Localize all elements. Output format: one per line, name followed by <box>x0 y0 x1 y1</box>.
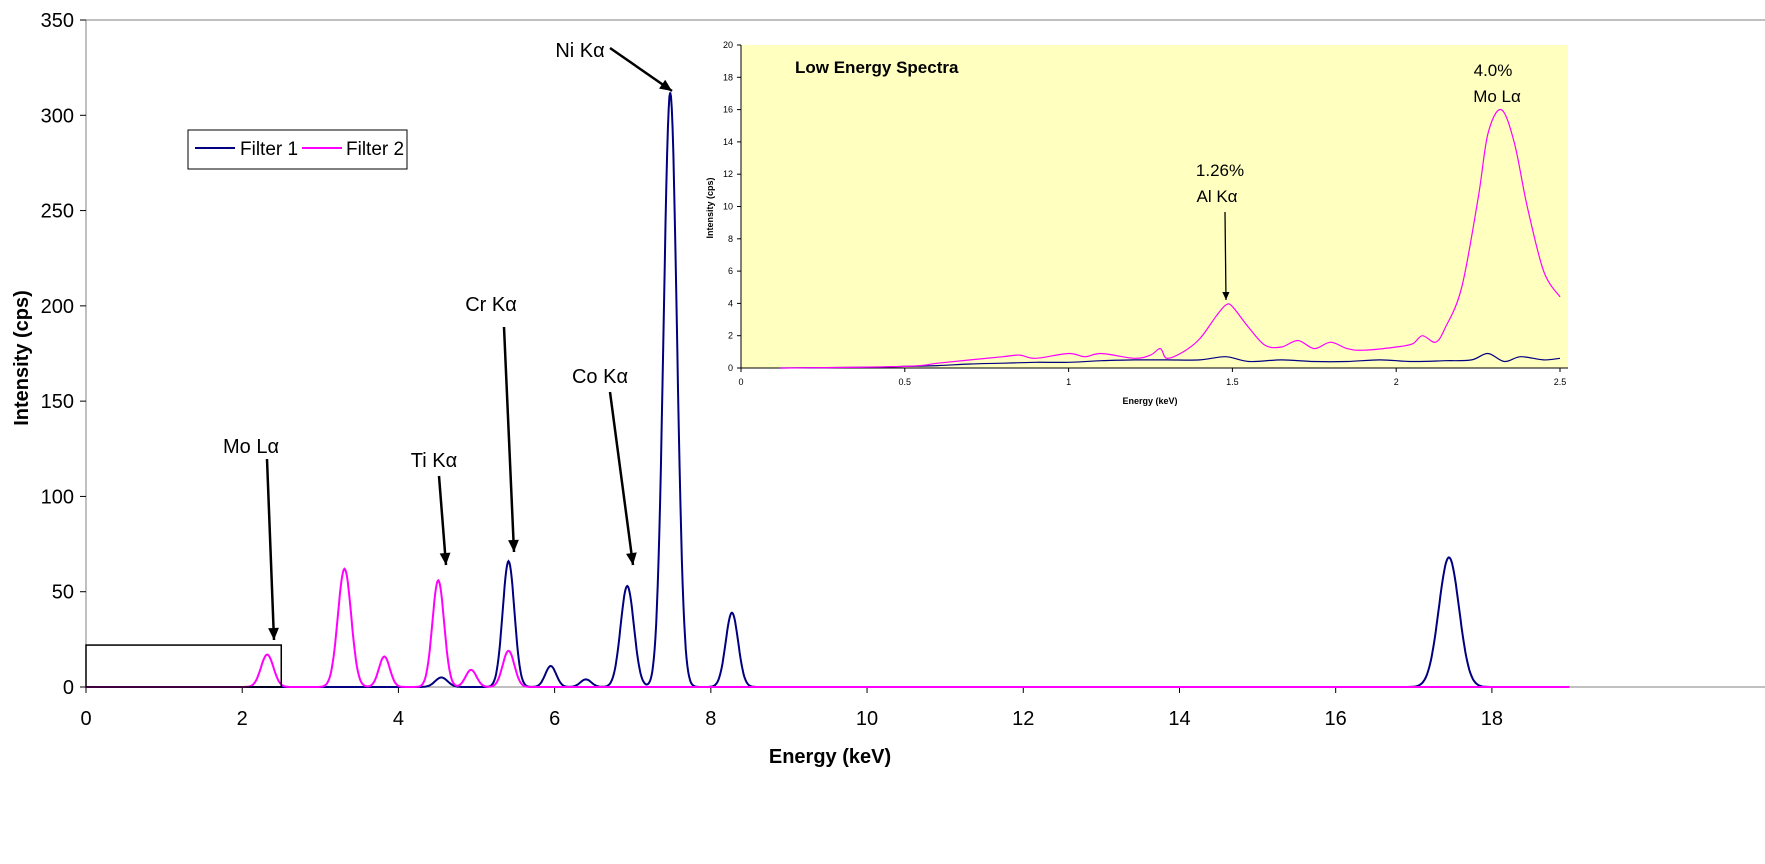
inset-background <box>741 45 1568 368</box>
inset-x-tick-label: 0.5 <box>899 377 912 387</box>
inset-y-tick-label: 14 <box>723 137 733 147</box>
inset-x-tick-label: 2 <box>1394 377 1399 387</box>
inset-title: Low Energy Spectra <box>795 58 959 77</box>
y-tick-label: 350 <box>41 10 74 32</box>
inset-x-tick-label: 1.5 <box>1226 377 1239 387</box>
annotation-arrow-head <box>508 539 519 552</box>
x-tick-label: 14 <box>1168 708 1190 730</box>
annotation-arrow-head <box>659 79 672 91</box>
y-tick-label: 300 <box>41 105 74 127</box>
inset-y-tick-label: 18 <box>723 72 733 82</box>
inset-series-2-line <box>780 108 1561 369</box>
main-series-2-line <box>86 567 1570 688</box>
y-tick-label: 50 <box>52 582 74 604</box>
inset-y-tick-label: 4 <box>728 298 733 308</box>
inset-y-tick-label: 16 <box>723 105 733 115</box>
y-axis-title: Intensity (cps) <box>11 290 33 426</box>
legend-box <box>187 129 408 170</box>
legend-label: Filter 1 <box>240 139 298 160</box>
inset-y-tick-label: 10 <box>723 202 733 212</box>
inset-y-tick-label: 8 <box>728 234 733 244</box>
zoom-region-box <box>85 644 283 688</box>
annotation-label: Co Kα <box>572 366 628 388</box>
inset-x-tick-label: 2.5 <box>1554 377 1567 387</box>
x-tick-label: 16 <box>1325 708 1347 730</box>
y-tick-label: 200 <box>41 296 74 318</box>
legend-label: Filter 2 <box>346 139 404 160</box>
annotation-arrow-head <box>268 627 279 640</box>
inset-series-1-line <box>780 352 1561 369</box>
inset-annotation-label: Al Kα <box>1196 187 1237 206</box>
annotation-arrow-shaft <box>502 326 516 553</box>
inset-x-tick-label: 0 <box>738 377 743 387</box>
annotation-arrow-shaft <box>437 475 448 566</box>
inset-annotation-arrow-shaft <box>1224 211 1227 301</box>
legend: Filter 1 Filter 2 <box>187 129 408 170</box>
inset-y-tick-label: 6 <box>728 266 733 276</box>
x-tick-label: 8 <box>705 708 716 730</box>
inset-plot: 0 2 4 6 8 10 12 14 16 18 20 0 0.5 1 1.5 2 2.5 Energy (keV… <box>705 40 1568 406</box>
x-tick-label: 4 <box>393 708 404 730</box>
annotation-arrow-head <box>439 552 451 565</box>
inset-annotation-label: Mo Lα <box>1473 87 1521 106</box>
annotation-label: Ti Kα <box>411 450 457 472</box>
inset-y-tick-label: 0 <box>728 363 733 373</box>
annotation-label: Ni Kα <box>555 40 604 62</box>
annotation-arrow-shaft <box>265 458 276 641</box>
inset-annotation-value: 1.26% <box>1196 161 1244 180</box>
inset-annotation-arrow-head <box>1222 291 1230 300</box>
inset-x-axis-title: Energy (keV) <box>1122 396 1177 406</box>
x-tick-label: 2 <box>237 708 248 730</box>
x-tick-label: 6 <box>549 708 560 730</box>
inset-x-tick-label: 1 <box>1066 377 1071 387</box>
inset-y-tick-label: 20 <box>723 40 733 50</box>
y-tick-label: 250 <box>41 201 74 223</box>
x-tick-label: 10 <box>856 708 878 730</box>
x-axis-title: Energy (keV) <box>769 746 891 768</box>
inset-y-tick-label: 12 <box>723 169 733 179</box>
x-tick-label: 18 <box>1481 708 1503 730</box>
y-tick-label: 100 <box>41 486 74 508</box>
annotation-label: Cr Kα <box>465 294 517 316</box>
y-tick-label: 150 <box>41 391 74 413</box>
inset-y-axis-title: Intensity (cps) <box>705 177 715 238</box>
annotation-arrow-shaft <box>608 391 635 566</box>
inset-annotation-value: 4.0% <box>1474 61 1513 80</box>
inset-y-tick-label: 2 <box>728 331 733 341</box>
annotation-arrow-shaft <box>609 46 673 93</box>
y-tick-label: 0 <box>63 677 74 699</box>
x-tick-label: 12 <box>1012 708 1034 730</box>
annotation-label: Mo Lα <box>223 436 279 458</box>
annotation-arrow-head <box>626 552 637 565</box>
x-tick-label: 0 <box>80 708 91 730</box>
